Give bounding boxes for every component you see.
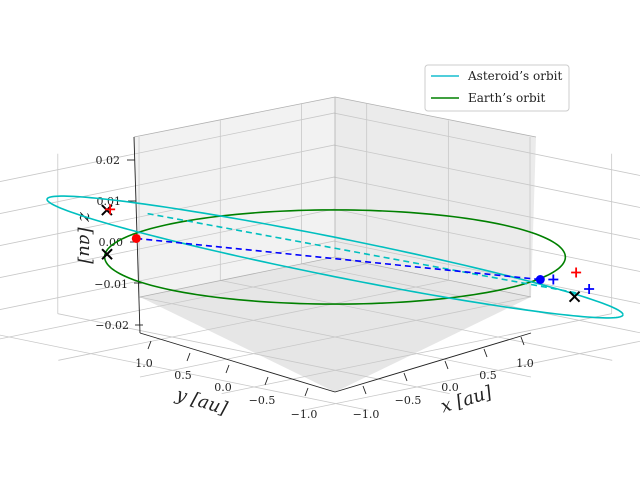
grid-line-z [0, 112, 640, 182]
z-tick-labels: 0.02 0.01 0.00 −0.01 −0.02 [94, 154, 129, 332]
y-tick-mark [147, 340, 152, 350]
x-tick-mark [483, 348, 488, 358]
red-plus-right [571, 267, 582, 278]
grid-line-z [0, 208, 640, 278]
z-tick-label: 0.02 [96, 154, 121, 167]
y-tick-label: 1.0 [135, 357, 153, 370]
black-x-lower-right [568, 290, 581, 303]
z-tick-label: −0.01 [94, 278, 128, 291]
grid-line-floor-y [57, 313, 450, 395]
x-tick-label: 1.0 [516, 357, 534, 370]
grid-line-floor-y [138, 296, 532, 378]
legend: Asteroid’s orbit Earth’s orbit [424, 64, 570, 112]
blue-plus-lower-right [584, 284, 595, 294]
grid-line-floor-x [221, 313, 612, 395]
y-tick-mark [304, 387, 309, 397]
grid-line-z [0, 144, 640, 214]
x-tick-mark [403, 372, 408, 382]
grid-line-floor-x [303, 340, 640, 411]
earth-orbit [103, 209, 567, 305]
y-tick-mark [186, 352, 191, 362]
y-tick-mark [225, 364, 230, 374]
y-tick-label: −1.0 [291, 408, 318, 421]
observation-line-dashed-blue [136, 237, 541, 281]
orbit-data [46, 195, 624, 319]
legend-box [424, 64, 570, 112]
z-tick-label: −0.02 [95, 319, 129, 332]
grid-line-z [0, 176, 640, 246]
x-tick-mark [362, 385, 367, 395]
y-tick-label: 0.5 [174, 369, 192, 382]
black-x-left [101, 248, 113, 260]
x-axis-line [334, 332, 532, 393]
grid-line-z [0, 240, 640, 310]
blue-plus-right [548, 274, 559, 285]
red-dot [131, 233, 141, 243]
grid-line-floor-y [0, 334, 369, 411]
legend-label-earth: Earth’s orbit [468, 91, 545, 105]
z-axis-label: z [au] [75, 211, 96, 265]
y-tick-labels: 1.0 0.5 0.0 −0.5 −1.0 [135, 357, 317, 421]
x-tick-mark [444, 360, 449, 370]
y-tick-mark [264, 376, 269, 386]
y-tick-label: 0.0 [214, 381, 232, 394]
x-tick-label: 0.0 [441, 381, 459, 394]
x-tick-label: −0.5 [395, 394, 422, 407]
x-tick-labels: −1.0 −0.5 0.0 0.5 1.0 [353, 357, 534, 421]
legend-label-asteroid: Asteroid’s orbit [467, 69, 562, 83]
blue-dot [535, 275, 545, 285]
red-plus-upper-left [105, 204, 116, 215]
x-tick-label: −1.0 [353, 408, 380, 421]
z-tick-label: 0.01 [97, 195, 122, 208]
asteroid-orbit [46, 195, 624, 319]
y-axis-line [139, 332, 336, 393]
observation-line-dashed-cyan [147, 212, 580, 295]
x-tick-mark [520, 336, 525, 346]
z-tick-label: 0.00 [99, 236, 124, 249]
grid-lines [0, 103, 640, 411]
x-tick-label: 0.5 [479, 369, 497, 382]
y-tick-label: −0.5 [249, 394, 276, 407]
back-left-pane [134, 97, 335, 297]
